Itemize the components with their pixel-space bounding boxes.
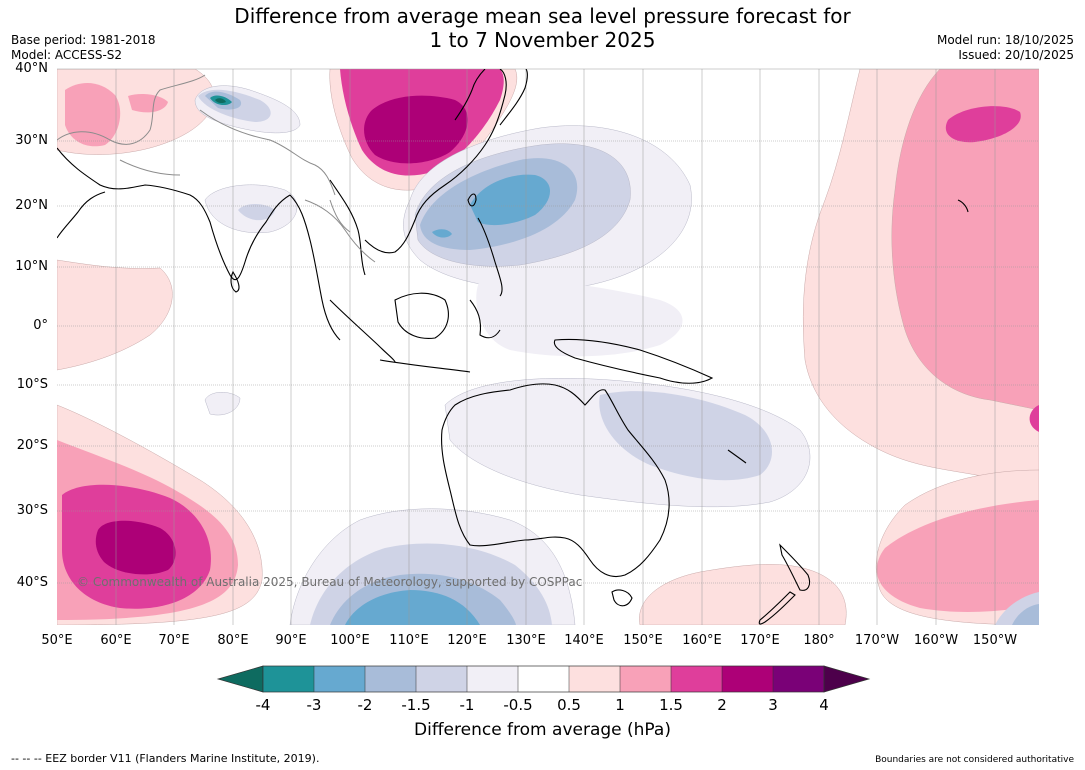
- lon-label-130e: 130°E: [506, 633, 546, 648]
- colorbar-frame: [262, 665, 825, 693]
- lat-label-20s: 20°S: [16, 438, 48, 453]
- map-title: Difference from average mean sea level p…: [0, 4, 1085, 52]
- lon-label-150e: 150°E: [623, 633, 663, 648]
- anomaly-shading: [57, 69, 1039, 625]
- colorbar-segment: [467, 666, 519, 692]
- lon-label-90e: 90°E: [275, 633, 307, 648]
- base-period: Base period: 1981-2018: [11, 33, 156, 47]
- lon-label-140e: 140°E: [564, 633, 604, 648]
- meta-right: Model run: 18/10/2025 Issued: 20/10/2025: [937, 33, 1074, 63]
- colorbar-segments: [216, 665, 871, 693]
- colorbar-segment: [416, 666, 468, 692]
- lon-label-170w: 170°W: [854, 633, 900, 648]
- boundary-disclaimer: Boundaries are not considered authoritat…: [875, 755, 1074, 765]
- colorbar-segment: [314, 666, 366, 692]
- copyright-notice: © Commonwealth of Australia 2025, Bureau…: [77, 575, 583, 589]
- meta-left: Base period: 1981-2018 Model: ACCESS-S2: [11, 33, 156, 63]
- lon-label-160e: 160°E: [682, 633, 722, 648]
- colorbar-segment: [620, 666, 672, 692]
- lon-label-160w: 160°W: [913, 633, 959, 648]
- model-run: Model run: 18/10/2025: [936, 33, 1074, 47]
- colorbar-tick-label: -0.5: [503, 696, 533, 714]
- lat-label-20n: 20°N: [15, 198, 48, 213]
- lon-label-170e: 170°E: [740, 633, 780, 648]
- colorbar-tick-label: 3: [768, 696, 778, 714]
- colorbar-segment: [671, 666, 723, 692]
- lon-label-70e: 70°E: [158, 633, 190, 648]
- colorbar-label: Difference from average (hPa): [414, 720, 671, 740]
- eez-legend: -- -- -- EEZ border V11 (Flanders Marine…: [11, 752, 320, 765]
- colorbar-tick-label: 4: [819, 696, 829, 714]
- issued-date: Issued: 20/10/2025: [958, 48, 1074, 62]
- colorbar-tick-label: -2: [357, 696, 373, 714]
- lat-label-40s: 40°S: [16, 575, 48, 590]
- lon-label-150w: 150°W: [972, 633, 1018, 648]
- lat-label-10s: 10°S: [16, 377, 48, 392]
- lon-label-80e: 80°E: [217, 633, 249, 648]
- colorbar-segment: [722, 666, 774, 692]
- pressure-anomaly-map: [57, 68, 1039, 625]
- colorbar-tick-label: 0.5: [557, 696, 581, 714]
- title-line-1: Difference from average mean sea level p…: [234, 4, 851, 28]
- lat-label-30n: 30°N: [15, 133, 48, 148]
- colorbar-tick-label: 1: [615, 696, 625, 714]
- lon-label-50e: 50°E: [41, 633, 73, 648]
- colorbar-segment: [365, 666, 417, 692]
- lon-label-180: 180°: [803, 633, 835, 648]
- colorbar-tick-label: 1.5: [659, 696, 683, 714]
- colorbar-tick-label: -1.5: [401, 696, 431, 714]
- coastlines: [57, 69, 969, 625]
- country-borders: [57, 74, 376, 263]
- lat-label-40n: 40°N: [15, 61, 48, 76]
- lon-label-60e: 60°E: [100, 633, 132, 648]
- lon-label-110e: 110°E: [389, 633, 429, 648]
- lat-label-10n: 10°N: [15, 259, 48, 274]
- colorbar-tick-label: -1: [459, 696, 475, 714]
- title-line-2: 1 to 7 November 2025: [429, 28, 656, 52]
- colorbar-segment: [518, 666, 570, 692]
- colorbar-extend-low: [216, 665, 264, 693]
- lat-label-0: 0°: [33, 318, 48, 333]
- lon-label-120e: 120°E: [447, 633, 487, 648]
- colorbar-tick-label: 2: [717, 696, 727, 714]
- graticule: [57, 68, 1039, 625]
- colorbar-tick-label: -3: [306, 696, 322, 714]
- colorbar-segment: [569, 666, 621, 692]
- model-name: Model: ACCESS-S2: [11, 48, 123, 62]
- colorbar-segment: [773, 666, 825, 692]
- lat-label-30s: 30°S: [16, 503, 48, 518]
- colorbar-extend-high: [823, 665, 871, 693]
- colorbar-segment: [263, 666, 315, 692]
- colorbar-tick-label: -4: [255, 696, 271, 714]
- lon-label-100e: 100°E: [330, 633, 370, 648]
